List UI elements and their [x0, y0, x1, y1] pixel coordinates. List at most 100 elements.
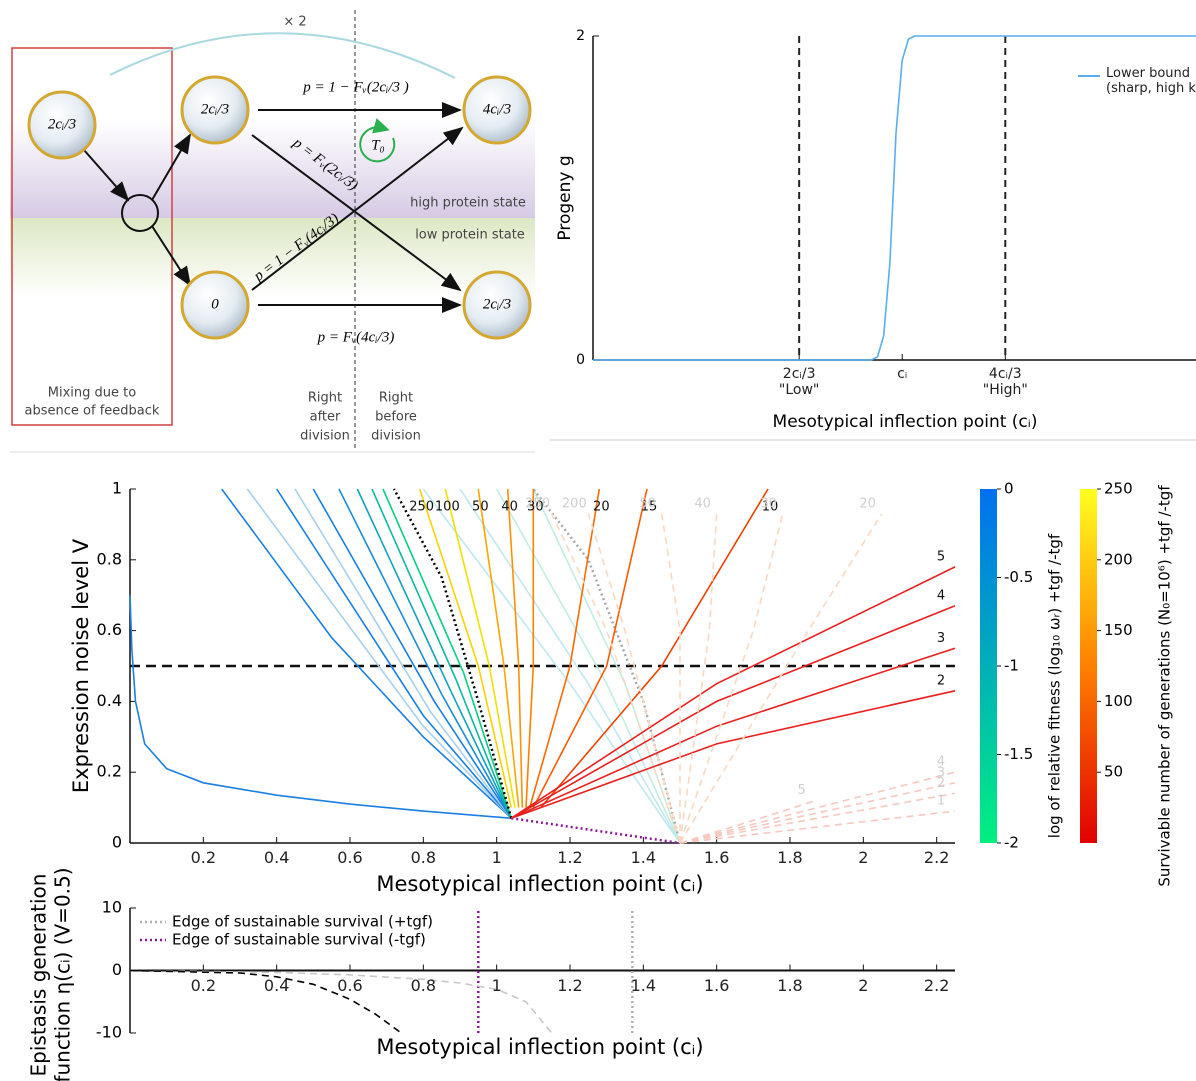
- x-tick-label: 1.2: [557, 975, 583, 995]
- curve-label: 5: [937, 549, 945, 564]
- line-series: [510, 566, 956, 819]
- x-tick-label: 4cᵢ/3 "High": [982, 366, 1028, 399]
- node-label: 2cᵢ/3: [48, 116, 76, 132]
- y-tick-label: 0: [112, 960, 122, 979]
- curve-label: 40: [501, 500, 518, 515]
- line-series: [540, 488, 769, 809]
- line-series: [510, 605, 956, 819]
- curve-label: 10: [762, 500, 779, 515]
- colorbar: [980, 489, 997, 843]
- line-series: [511, 690, 956, 819]
- colorbar-label: log of relative fitness (log₁₀ ωᵣ) +tgf …: [1046, 533, 1064, 838]
- y-tick-label: 0: [112, 833, 122, 852]
- line-series: [356, 488, 513, 819]
- x-tick-label: 0.4: [263, 975, 290, 995]
- line-series: [660, 513, 681, 843]
- line-series: [510, 647, 956, 819]
- node: [180, 270, 250, 340]
- curve-label: 30: [760, 496, 777, 511]
- node: [462, 75, 532, 145]
- mixing-label: absence of feedback: [25, 404, 160, 419]
- x-tick-label: 0.4: [263, 848, 290, 867]
- line-series: [679, 799, 816, 844]
- curve-label: 50: [639, 496, 656, 511]
- curve-label: 250: [525, 496, 550, 511]
- curve-label: 50: [472, 500, 489, 515]
- curve-label: 100: [435, 500, 460, 515]
- line-series: [276, 488, 512, 819]
- phase-label: before: [375, 410, 417, 425]
- y-axis-label: Expression noise level V: [69, 538, 93, 793]
- y-tick-label: 0.8: [97, 549, 122, 568]
- curve-label: 20: [859, 496, 876, 511]
- colorbar-tick-label: -2: [1004, 834, 1019, 852]
- cycle-arrow: [359, 118, 396, 163]
- colorbar-tick-label: 100: [1104, 692, 1133, 710]
- mixing-label: Mixing due to: [48, 386, 136, 401]
- y-axis-label: function η(cᵢ) (V=0.5): [51, 867, 75, 1081]
- node-label: 2cᵢ/3: [201, 101, 229, 117]
- arrow: [251, 134, 462, 292]
- legend-label: Edge of sustainable survival (+tgf): [172, 913, 433, 931]
- line-series: [532, 488, 648, 808]
- line-series: [129, 969, 402, 1034]
- mixing-box: [11, 47, 173, 426]
- x-tick-label: cᵢ: [897, 366, 908, 382]
- x-tick-label: 1.8: [777, 975, 803, 995]
- line-series: [679, 513, 883, 844]
- line-series: [679, 513, 784, 844]
- colorbar-tick-label: -0.5: [1004, 568, 1033, 586]
- line-series: [418, 488, 513, 808]
- y-tick-label: 0.2: [97, 762, 122, 781]
- line-series: [679, 771, 956, 844]
- x-axis-label: Mesotypical inflection point (cᵢ): [376, 1035, 703, 1059]
- colorbar: [1080, 489, 1097, 843]
- x-tick-label: 0.6: [337, 848, 363, 867]
- cycle-label: T₀: [371, 137, 385, 153]
- x-tick-label: 1: [491, 848, 502, 867]
- x-tick-label: 0.2: [190, 975, 217, 995]
- y-tick-label: 0.6: [97, 620, 122, 639]
- arrow: [251, 126, 464, 291]
- legend-label: Lower bound (sharp, high k: [1106, 66, 1196, 96]
- line-series: [382, 488, 513, 819]
- legend-label: Edge of sustainable survival (-tgf): [172, 931, 426, 949]
- y-tick-label: -10: [96, 1023, 122, 1042]
- colorbar-tick-label: -1.5: [1004, 745, 1033, 763]
- line-series: [593, 35, 1196, 361]
- curve-label: 4: [937, 755, 945, 770]
- y-tick-label: 10: [102, 898, 122, 917]
- colorbar-label: Survivable number of generations (N₀=10⁶…: [1156, 485, 1174, 887]
- curve-label: 40: [694, 496, 711, 511]
- x-tick-label: 1.2: [557, 848, 583, 867]
- x-tick-label: 0.8: [410, 975, 437, 995]
- colorbar-tick-label: 250: [1104, 480, 1133, 498]
- line-series: [129, 595, 512, 819]
- curve-label: 30: [527, 500, 544, 515]
- line-series: [550, 513, 681, 844]
- y-tick-label: 1: [112, 479, 122, 498]
- x-tick-label: 1.6: [703, 848, 730, 867]
- curve-label: 2: [937, 776, 945, 791]
- line-series: [506, 488, 524, 808]
- x-tick-label: 2: [858, 848, 869, 867]
- y-tick-label: 2: [576, 28, 585, 44]
- curve-label: 5: [798, 783, 806, 798]
- x-tick-label: 1.4: [630, 975, 657, 995]
- node-label: 0: [211, 296, 219, 312]
- line-series: [129, 969, 553, 1034]
- x-tick-label: 0.8: [410, 848, 437, 867]
- arrow: [83, 149, 130, 202]
- line-series: [392, 488, 513, 819]
- curve-label: 250: [409, 500, 434, 515]
- x-axis-label: Mesotypical inflection point (cᵢ): [376, 872, 703, 896]
- phase-label: Right: [379, 391, 413, 406]
- line-series: [338, 488, 512, 819]
- curve-label: 20: [593, 500, 610, 515]
- node: [27, 90, 97, 160]
- line-series: [679, 513, 718, 844]
- x-tick-label: 2cᵢ/3 "Low": [778, 366, 820, 399]
- colorbar-tick-label: 0: [1004, 480, 1014, 498]
- line-series: [246, 488, 512, 819]
